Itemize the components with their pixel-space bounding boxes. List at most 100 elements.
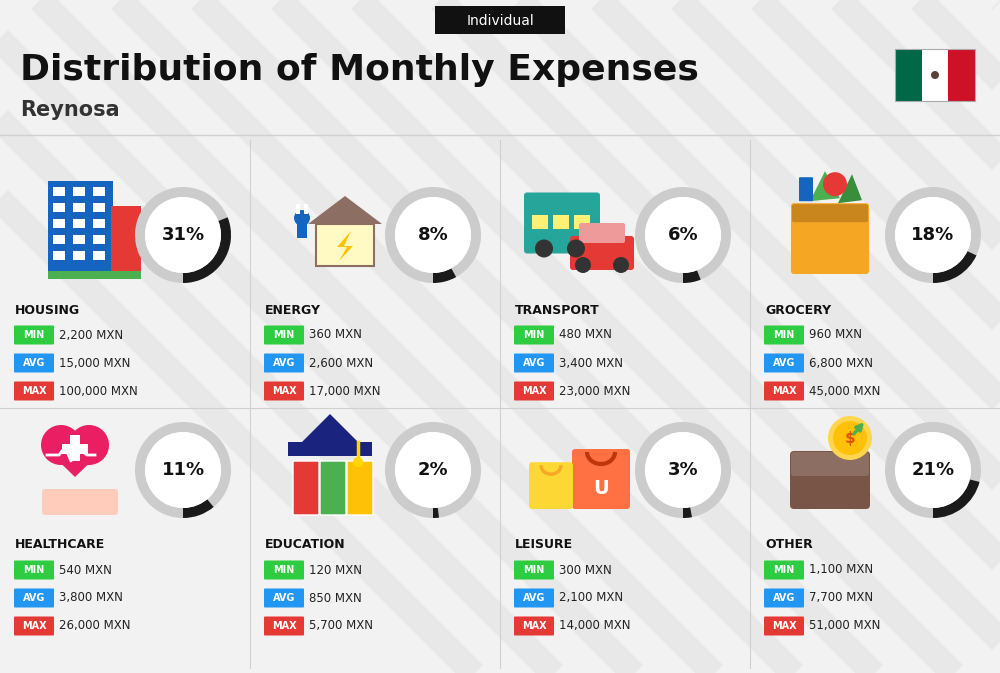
Text: 1,100 MXN: 1,100 MXN — [809, 563, 873, 577]
Text: 6%: 6% — [668, 226, 698, 244]
FancyBboxPatch shape — [92, 251, 104, 260]
Text: 31%: 31% — [161, 226, 205, 244]
Text: TRANSPORT: TRANSPORT — [515, 304, 600, 316]
Circle shape — [145, 197, 221, 273]
Circle shape — [41, 425, 81, 465]
Text: 120 MXN: 120 MXN — [309, 563, 362, 577]
FancyBboxPatch shape — [14, 353, 54, 372]
Wedge shape — [385, 187, 481, 283]
Text: MAX: MAX — [522, 386, 546, 396]
FancyBboxPatch shape — [92, 235, 104, 244]
Text: Reynosa: Reynosa — [20, 100, 120, 120]
Wedge shape — [683, 271, 701, 283]
Text: MIN: MIN — [273, 330, 295, 340]
Polygon shape — [302, 414, 358, 448]
Circle shape — [833, 421, 867, 455]
FancyBboxPatch shape — [532, 215, 548, 229]
Text: MIN: MIN — [523, 565, 545, 575]
Text: 11%: 11% — [161, 461, 205, 479]
FancyBboxPatch shape — [264, 382, 304, 400]
Wedge shape — [885, 422, 981, 518]
FancyBboxPatch shape — [52, 203, 64, 212]
Circle shape — [69, 425, 109, 465]
Wedge shape — [183, 217, 231, 283]
FancyBboxPatch shape — [52, 187, 64, 196]
Text: MAX: MAX — [772, 621, 796, 631]
FancyBboxPatch shape — [764, 326, 804, 345]
Text: 3,800 MXN: 3,800 MXN — [59, 592, 123, 604]
Polygon shape — [810, 171, 840, 201]
Text: MIN: MIN — [273, 565, 295, 575]
FancyBboxPatch shape — [792, 204, 868, 222]
FancyBboxPatch shape — [48, 271, 140, 279]
Wedge shape — [933, 251, 976, 283]
FancyBboxPatch shape — [572, 449, 630, 509]
FancyBboxPatch shape — [264, 326, 304, 345]
Polygon shape — [308, 196, 382, 224]
Text: EDUCATION: EDUCATION — [265, 538, 346, 551]
FancyBboxPatch shape — [764, 353, 804, 372]
Wedge shape — [683, 507, 692, 518]
FancyBboxPatch shape — [799, 177, 813, 201]
Wedge shape — [933, 479, 979, 518]
Text: 3%: 3% — [668, 461, 698, 479]
Text: 100,000 MXN: 100,000 MXN — [59, 384, 138, 398]
Text: AVG: AVG — [773, 358, 795, 368]
Circle shape — [567, 240, 585, 258]
Text: 14,000 MXN: 14,000 MXN — [559, 620, 631, 633]
Text: MAX: MAX — [22, 621, 46, 631]
FancyBboxPatch shape — [264, 353, 304, 372]
FancyBboxPatch shape — [514, 326, 554, 345]
Text: 6,800 MXN: 6,800 MXN — [809, 357, 873, 369]
FancyBboxPatch shape — [514, 616, 554, 635]
FancyBboxPatch shape — [529, 462, 573, 509]
FancyBboxPatch shape — [948, 49, 975, 101]
Text: HOUSING: HOUSING — [15, 304, 80, 316]
FancyBboxPatch shape — [791, 452, 869, 476]
Wedge shape — [885, 187, 981, 283]
Text: $: $ — [845, 431, 855, 446]
Polygon shape — [337, 231, 353, 261]
FancyBboxPatch shape — [72, 251, 84, 260]
Circle shape — [645, 432, 721, 508]
Text: 850 MXN: 850 MXN — [309, 592, 362, 604]
Text: AVG: AVG — [523, 593, 545, 603]
FancyBboxPatch shape — [70, 435, 80, 461]
FancyBboxPatch shape — [347, 461, 373, 515]
Circle shape — [895, 432, 971, 508]
Text: 45,000 MXN: 45,000 MXN — [809, 384, 880, 398]
FancyBboxPatch shape — [72, 235, 84, 244]
Text: ENERGY: ENERGY — [265, 304, 321, 316]
Text: 3,400 MXN: 3,400 MXN — [559, 357, 623, 369]
Text: 17,000 MXN: 17,000 MXN — [309, 384, 380, 398]
Circle shape — [828, 416, 872, 460]
Wedge shape — [433, 269, 456, 283]
Text: MAX: MAX — [522, 621, 546, 631]
Text: 26,000 MXN: 26,000 MXN — [59, 620, 130, 633]
Text: 15,000 MXN: 15,000 MXN — [59, 357, 130, 369]
FancyBboxPatch shape — [320, 461, 346, 515]
Circle shape — [294, 210, 310, 226]
Text: LEISURE: LEISURE — [515, 538, 573, 551]
Text: AVG: AVG — [273, 593, 295, 603]
FancyBboxPatch shape — [52, 251, 64, 260]
FancyBboxPatch shape — [791, 203, 869, 274]
Text: MAX: MAX — [272, 621, 296, 631]
Polygon shape — [838, 174, 862, 203]
FancyBboxPatch shape — [514, 588, 554, 608]
FancyBboxPatch shape — [790, 451, 870, 509]
FancyBboxPatch shape — [514, 561, 554, 579]
FancyBboxPatch shape — [764, 382, 804, 400]
FancyBboxPatch shape — [524, 192, 600, 254]
Circle shape — [895, 197, 971, 273]
Text: MAX: MAX — [22, 386, 46, 396]
FancyBboxPatch shape — [764, 616, 804, 635]
FancyBboxPatch shape — [72, 187, 84, 196]
FancyBboxPatch shape — [570, 236, 634, 270]
FancyBboxPatch shape — [14, 561, 54, 579]
FancyBboxPatch shape — [297, 218, 307, 238]
Text: GROCERY: GROCERY — [765, 304, 831, 316]
Text: HEALTHCARE: HEALTHCARE — [15, 538, 105, 551]
Text: 23,000 MXN: 23,000 MXN — [559, 384, 630, 398]
FancyBboxPatch shape — [264, 616, 304, 635]
